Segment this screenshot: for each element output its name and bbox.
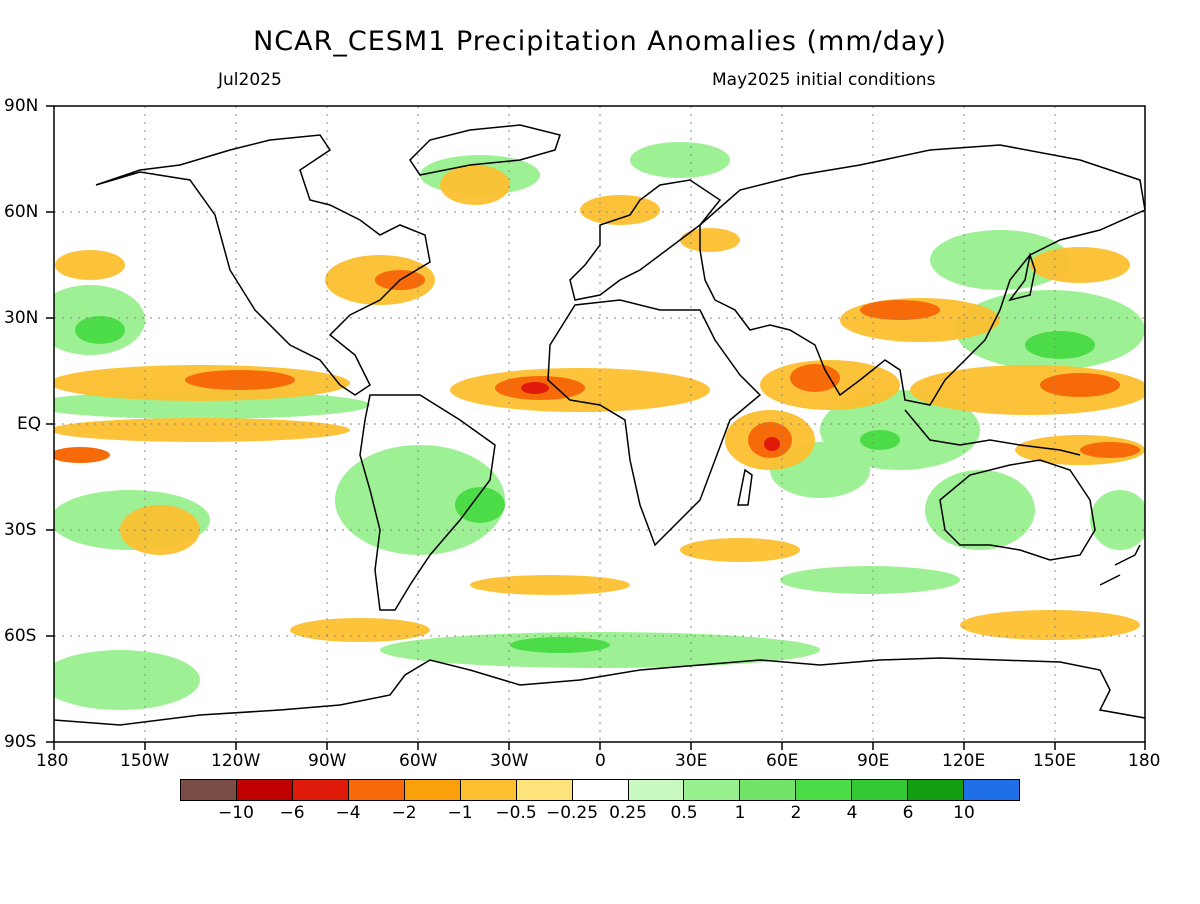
lon-label-120w: 120W: [211, 751, 261, 771]
colorbar-swatch: [908, 780, 965, 800]
lat-label-90s: 90S: [4, 732, 37, 752]
colorbar-tick-label: −0.5: [495, 803, 537, 823]
colorbar-swatch: [684, 780, 741, 800]
lat-label-60s: 60S: [4, 626, 37, 646]
lat-label-30s: 30S: [4, 520, 37, 540]
lon-label-150w: 150W: [120, 751, 170, 771]
lat-label-30n: 30N: [4, 308, 39, 328]
lat-label-90n: 90N: [4, 96, 39, 116]
colorbar-swatch: [740, 780, 797, 800]
colorbar-swatch: [460, 780, 517, 800]
map-title: NCAR_CESM1 Precipitation Anomalies (mm/d…: [253, 26, 947, 57]
colorbar-swatch: [796, 780, 853, 800]
lon-label-60w: 60W: [399, 751, 438, 771]
colorbar: [180, 779, 1020, 801]
colorbar-tick-label: −2: [391, 803, 417, 823]
colorbar-tick-label: 0.25: [609, 803, 647, 823]
colorbar-swatch: [404, 780, 461, 800]
colorbar-swatch: [181, 780, 237, 800]
colorbar-swatch: [572, 780, 629, 800]
colorbar-tick-label: −4: [335, 803, 361, 823]
lon-label-60e: 60E: [766, 751, 799, 771]
colorbar-tick-label: −10: [218, 803, 254, 823]
lon-label-90w: 90W: [308, 751, 347, 771]
lon-label-150e: 150E: [1033, 751, 1077, 771]
colorbar-swatch: [628, 780, 685, 800]
colorbar-tick-label: −6: [279, 803, 305, 823]
lon-label-30e: 30E: [675, 751, 708, 771]
colorbar-tick-label: −1: [447, 803, 473, 823]
colorbar-swatch: [964, 780, 1020, 800]
gridlines: [54, 106, 1145, 742]
initial-conditions-label: May2025 initial conditions: [712, 70, 936, 90]
lon-label-120e: 120E: [942, 751, 986, 771]
colorbar-tick-label: 1: [734, 803, 746, 823]
lon-label-30w: 30W: [490, 751, 529, 771]
valid-month-label: Jul2025: [218, 70, 282, 90]
coastlines: [54, 124, 1145, 726]
colorbar-swatch: [516, 780, 573, 800]
colorbar-swatch: [292, 780, 349, 800]
colorbar-swatch: [852, 780, 909, 800]
colorbar-tick-label: 0.5: [670, 803, 698, 823]
colorbar-tick-label: −0.25: [545, 803, 599, 823]
lon-label-180w: 180: [36, 751, 69, 771]
colorbar-swatch: [236, 780, 293, 800]
colorbar-tick-label: 10: [953, 803, 975, 823]
lon-label-90e: 90E: [857, 751, 890, 771]
lat-label-60n: 60N: [4, 202, 39, 222]
lat-label-eq: EQ: [17, 414, 42, 434]
lon-label-180e: 180: [1128, 751, 1161, 771]
lon-label-0: 0: [595, 751, 606, 771]
colorbar-swatch: [348, 780, 405, 800]
colorbar-tick-label: 6: [902, 803, 914, 823]
colorbar-tick-label: 4: [846, 803, 858, 823]
colorbar-tick-label: 2: [790, 803, 802, 823]
